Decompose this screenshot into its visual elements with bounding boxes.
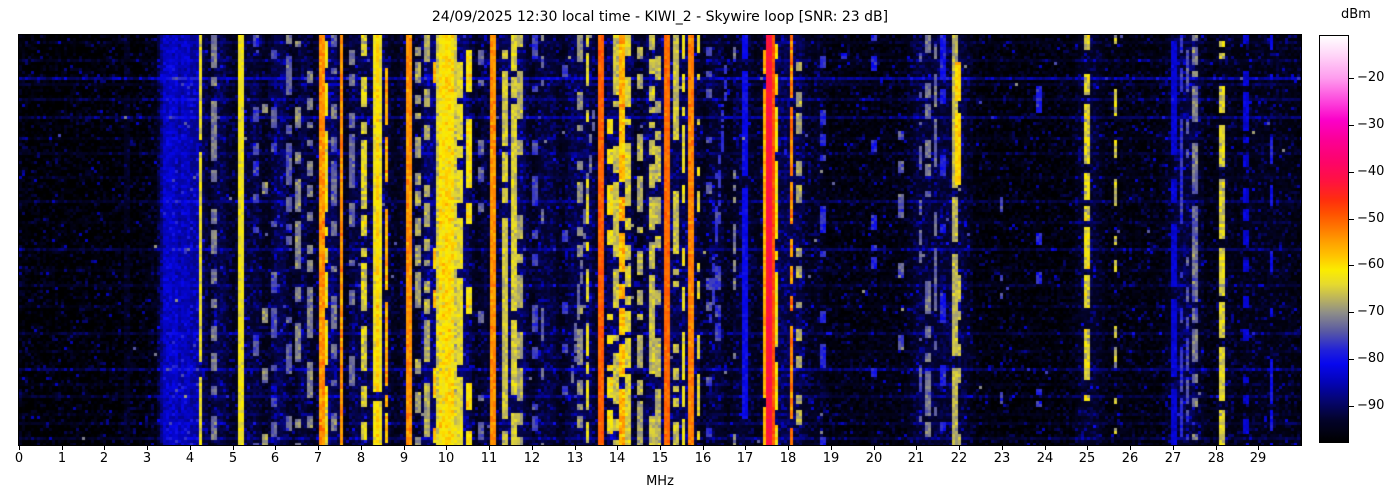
x-tick-mark xyxy=(1173,445,1174,450)
x-tick-mark xyxy=(1002,445,1003,450)
x-tick-mark xyxy=(831,445,832,450)
x-tick-mark xyxy=(1258,445,1259,450)
x-tick-label: 20 xyxy=(865,451,883,466)
spectrogram-canvas xyxy=(19,35,1301,445)
colorbar-tick-label: −80 xyxy=(1357,351,1385,366)
colorbar-tick-label: −20 xyxy=(1357,70,1385,85)
x-tick-mark xyxy=(233,445,234,450)
x-tick-label: 15 xyxy=(651,451,669,466)
colorbar-tick-label: −40 xyxy=(1357,164,1385,179)
x-tick-mark xyxy=(788,445,789,450)
x-tick-mark xyxy=(660,445,661,450)
colorbar-tick-label: −30 xyxy=(1357,117,1385,132)
x-tick-mark xyxy=(62,445,63,450)
colorbar-tick-label: −70 xyxy=(1357,304,1385,319)
colorbar-tick-mark xyxy=(1349,219,1354,220)
x-tick-mark xyxy=(19,445,20,450)
x-tick-label: 26 xyxy=(1121,451,1139,466)
colorbar-tick-label: −90 xyxy=(1357,398,1385,413)
x-tick-mark xyxy=(874,445,875,450)
x-tick-mark xyxy=(361,445,362,450)
x-axis-label: MHz xyxy=(646,474,674,489)
x-tick-label: 22 xyxy=(950,451,968,466)
colorbar-tick-mark xyxy=(1349,172,1354,173)
x-tick-mark xyxy=(275,445,276,450)
x-tick-label: 9 xyxy=(399,451,409,466)
colorbar-tick-label: −60 xyxy=(1357,257,1385,272)
x-tick-label: 5 xyxy=(228,451,238,466)
x-tick-label: 29 xyxy=(1249,451,1267,466)
x-tick-label: 27 xyxy=(1164,451,1182,466)
x-tick-label: 7 xyxy=(313,451,323,466)
colorbar-tick-mark xyxy=(1349,78,1354,79)
x-tick-label: 10 xyxy=(437,451,455,466)
x-tick-label: 16 xyxy=(694,451,712,466)
x-tick-mark xyxy=(916,445,917,450)
colorbar-tick-mark xyxy=(1349,406,1354,407)
x-tick-label: 8 xyxy=(356,451,366,466)
x-tick-mark xyxy=(489,445,490,450)
x-tick-label: 28 xyxy=(1207,451,1225,466)
x-tick-mark xyxy=(745,445,746,450)
x-tick-mark xyxy=(1087,445,1088,450)
x-tick-label: 12 xyxy=(523,451,541,466)
colorbar-tick-mark xyxy=(1349,125,1354,126)
x-tick-label: 21 xyxy=(907,451,925,466)
x-tick-mark xyxy=(318,445,319,450)
x-tick-label: 18 xyxy=(779,451,797,466)
x-tick-mark xyxy=(190,445,191,450)
x-tick-label: 0 xyxy=(14,451,24,466)
x-tick-label: 13 xyxy=(566,451,584,466)
x-tick-mark xyxy=(1045,445,1046,450)
x-tick-label: 14 xyxy=(608,451,626,466)
x-tick-mark xyxy=(575,445,576,450)
x-tick-label: 25 xyxy=(1078,451,1096,466)
x-tick-label: 4 xyxy=(185,451,195,466)
colorbar-title: dBm xyxy=(1341,7,1371,22)
colorbar-tick-label: −50 xyxy=(1357,211,1385,226)
x-tick-label: 6 xyxy=(270,451,280,466)
x-tick-mark xyxy=(104,445,105,450)
chart-title: 24/09/2025 12:30 local time - KIWI_2 - S… xyxy=(431,9,889,25)
waterfall-plot-area xyxy=(18,34,1302,446)
x-tick-label: 11 xyxy=(480,451,498,466)
x-tick-mark xyxy=(617,445,618,450)
x-tick-label: 1 xyxy=(57,451,67,466)
x-tick-label: 24 xyxy=(1036,451,1054,466)
x-tick-mark xyxy=(703,445,704,450)
x-tick-mark xyxy=(1130,445,1131,450)
colorbar-tick-mark xyxy=(1349,312,1354,313)
x-tick-mark xyxy=(959,445,960,450)
colorbar-tick-mark xyxy=(1349,359,1354,360)
colorbar-gradient xyxy=(1319,35,1349,443)
x-tick-label: 17 xyxy=(736,451,754,466)
x-tick-mark xyxy=(446,445,447,450)
x-tick-mark xyxy=(404,445,405,450)
x-tick-label: 19 xyxy=(822,451,840,466)
x-tick-label: 3 xyxy=(142,451,152,466)
x-tick-mark xyxy=(1216,445,1217,450)
x-tick-label: 23 xyxy=(993,451,1011,466)
colorbar-tick-mark xyxy=(1349,265,1354,266)
x-tick-mark xyxy=(147,445,148,450)
x-tick-label: 2 xyxy=(99,451,109,466)
x-tick-mark xyxy=(532,445,533,450)
